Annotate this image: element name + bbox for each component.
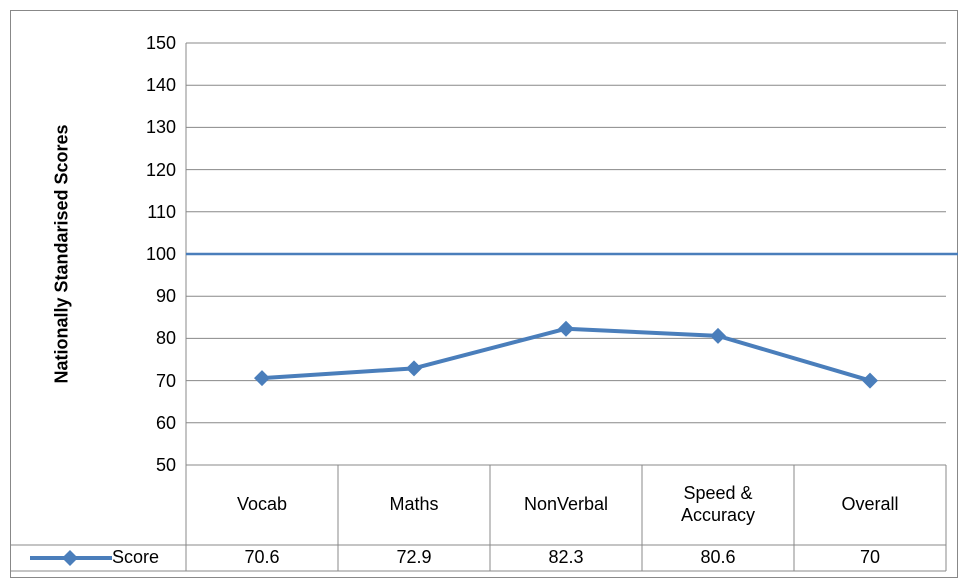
y-tick-label: 80	[155, 328, 176, 349]
marker	[254, 370, 270, 387]
y-tick-label: 120	[145, 159, 176, 180]
y-tick-label: 90	[155, 286, 176, 307]
marker	[710, 327, 726, 344]
y-tick-label: 140	[145, 75, 176, 96]
y-tick-label: 130	[145, 117, 176, 138]
y-axis-label: Nationally Standarised Scores	[51, 124, 72, 384]
y-tick-label: 100	[145, 244, 176, 264]
y-tick-label: 60	[155, 412, 176, 433]
y-tick-label: 150	[145, 33, 176, 53]
y-tick-label: 70	[155, 370, 176, 391]
x-tick-label: Vocab	[236, 494, 288, 515]
y-tick-label: 50	[155, 455, 176, 475]
marker	[406, 360, 422, 377]
table-value: 80.6	[700, 547, 736, 568]
marker	[862, 372, 878, 389]
y-tick-label: 110	[147, 201, 176, 222]
marker	[558, 320, 574, 337]
x-tick-label: Maths	[389, 494, 439, 515]
x-tick-label: NonVerbal	[523, 494, 609, 515]
x-tick-label: Overall	[841, 494, 899, 515]
table-value: 70.6	[244, 547, 280, 568]
table-value: 82.3	[548, 547, 584, 568]
table-value: 70	[859, 547, 881, 568]
table-value: 72.9	[396, 547, 432, 568]
x-tick-label: Speed & Accuracy	[680, 483, 756, 525]
legend-marker	[62, 550, 78, 566]
legend-label: Score	[112, 547, 160, 568]
chart-frame	[10, 10, 958, 578]
